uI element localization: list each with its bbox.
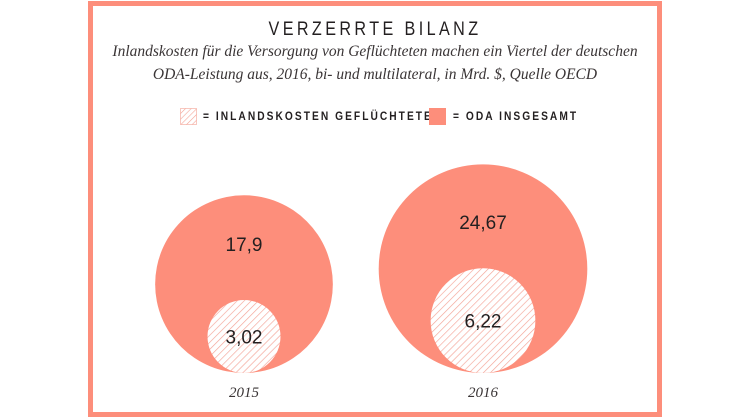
chart-subtitle-line-2: ODA-Leistung aus, 2016, bi- und multilat… (152, 66, 598, 83)
legend-swatch-solid (429, 108, 446, 125)
chart-title: VERZERRTE BILANZ (268, 19, 482, 40)
inlandskosten-circle-2015 (207, 300, 281, 373)
inlandskosten-circle-2016 (430, 268, 536, 373)
oda-value-label-2016: 24,67 (459, 213, 507, 234)
year-label-2015: 2015 (229, 385, 260, 401)
oda-circle-2015 (155, 195, 333, 373)
legend-label-inlandskosten: = INLANDSKOSTEN GEFLÜCHTETE (203, 109, 433, 123)
inlandskosten-value-label-2015: 3,02 (226, 328, 263, 349)
oda-value-label-2015: 17,9 (226, 235, 263, 256)
legend: = INLANDSKOSTEN GEFLÜCHTETE = ODA INSGES… (0, 108, 750, 126)
year-label-2016: 2016 (468, 385, 499, 401)
inlandskosten-value-label-2016: 6,22 (465, 312, 502, 333)
legend-swatch-hatched (180, 108, 197, 125)
legend-label-oda: = ODA INSGESAMT (453, 109, 579, 123)
chart-subtitle-line-1: Inlandskosten für die Versorgung von Gef… (112, 43, 638, 60)
